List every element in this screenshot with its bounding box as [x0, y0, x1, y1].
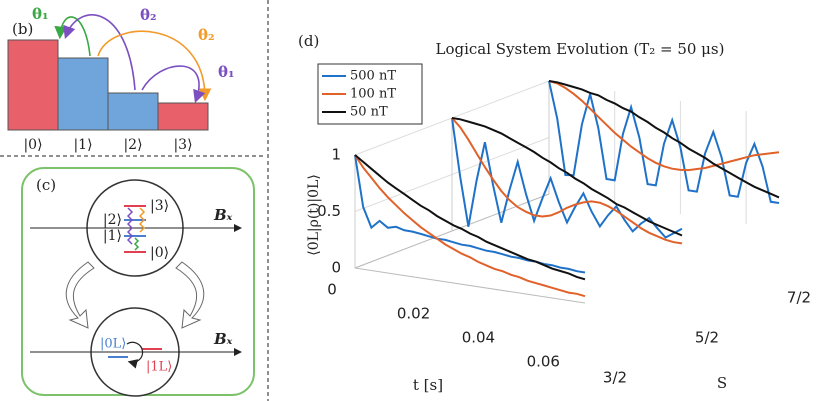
coupling: [126, 207, 134, 245]
angle-label: θ₂: [140, 6, 157, 24]
angle-label: θ₁: [32, 5, 49, 23]
transition-arrow: [141, 65, 206, 104]
coupling: [133, 237, 140, 251]
x-axis-label: t [s]: [413, 376, 443, 394]
y-tick-label: 0: [331, 259, 341, 277]
series-line: [548, 80, 780, 204]
x-axis: [354, 267, 586, 304]
x-tick-label: 0.04: [462, 329, 495, 347]
slice-tick-label: 7/2: [787, 289, 811, 307]
level-bar: [107, 92, 159, 131]
level-label: |3⟩: [173, 137, 192, 153]
series-line: [451, 117, 683, 239]
panel-c: (c) |3⟩ |2⟩ |1⟩ |0⟩ Bₓ |0L⟩ |1L⟩ Bₓ: [21, 167, 255, 397]
logical-label: |0L⟩: [100, 337, 126, 352]
level-bar: [7, 39, 59, 131]
series-line: [451, 117, 683, 237]
panel-label: (d): [298, 32, 319, 50]
slice-tick-label: 5/2: [695, 329, 719, 347]
level-label: |3⟩: [150, 198, 169, 214]
y-tick-label: 1: [331, 146, 341, 164]
slice-tick-label: 3/2: [603, 369, 627, 387]
x-tick-label: 0: [327, 281, 337, 299]
flow-arrow: [65, 261, 95, 329]
level-label: |0⟩: [23, 137, 42, 153]
chart-title: Logical System Evolution (T₂ = 50 μs): [436, 40, 725, 58]
flow-arrow: [175, 261, 205, 329]
panel-d: (d) Logical System Evolution (T₂ = 50 μs…: [298, 32, 811, 394]
level-label: |1⟩: [73, 137, 92, 153]
y-axis-label: ⟨0L|ρ(t)|0L⟩: [306, 174, 322, 256]
level-bar: [57, 57, 109, 131]
rotation: [126, 341, 144, 369]
panel-label: (b): [12, 20, 33, 38]
slice-axis-label: S: [717, 374, 727, 392]
field-label: Bₓ: [213, 206, 233, 224]
level-bar: [157, 102, 209, 131]
coupling: [138, 207, 146, 233]
level-label: |0⟩: [150, 245, 169, 261]
transition-arrow: [97, 30, 212, 102]
legend-label: 100 nT: [350, 87, 396, 102]
field-label: Bₓ: [213, 330, 233, 348]
panel-label: (c): [36, 176, 56, 194]
series-line: [354, 154, 586, 274]
transition-arrow: [63, 14, 136, 91]
series-line: [548, 80, 780, 172]
series-line: [354, 154, 586, 298]
x-tick-label: 0.06: [527, 353, 560, 371]
angle-label: θ₂: [198, 26, 215, 44]
transition-arrow: [54, 16, 91, 57]
level-label: |2⟩: [103, 212, 122, 228]
angle-label: θ₁: [218, 63, 235, 81]
y-tick-label: 0.5: [317, 202, 341, 220]
legend-label: 500 nT: [350, 69, 396, 84]
series-line: [354, 154, 586, 281]
level-label: |2⟩: [123, 137, 142, 153]
legend-box: [317, 63, 423, 125]
level-label: |1⟩: [103, 228, 122, 244]
legend-label: 50 nT: [350, 105, 388, 120]
series-line: [548, 80, 780, 199]
logical-label: |1L⟩: [146, 360, 172, 375]
series-line: [451, 117, 683, 245]
x-tick-label: 0.02: [397, 305, 430, 323]
panel-b: (b) |0⟩ |1⟩ |2⟩ |3⟩ θ₁ θ₂ θ₂ θ₁: [7, 5, 235, 153]
